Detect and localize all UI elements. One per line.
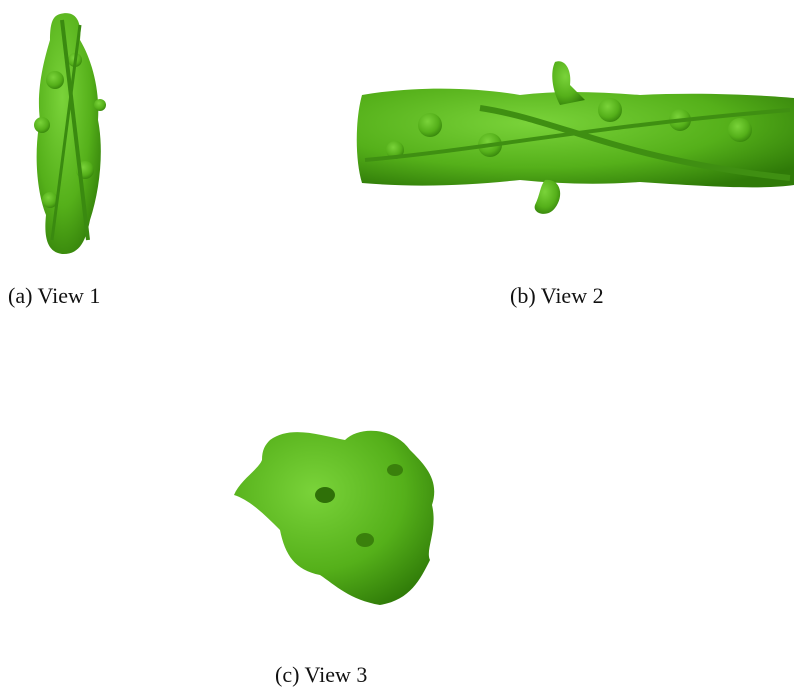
view-1-image [34,13,106,255]
view-2-image [356,61,794,214]
caption: (c) View 3 [275,662,368,687]
caption: (b) View 2 [510,283,604,308]
caption: (a) View 1 [8,283,101,308]
view-3-image [234,430,435,605]
